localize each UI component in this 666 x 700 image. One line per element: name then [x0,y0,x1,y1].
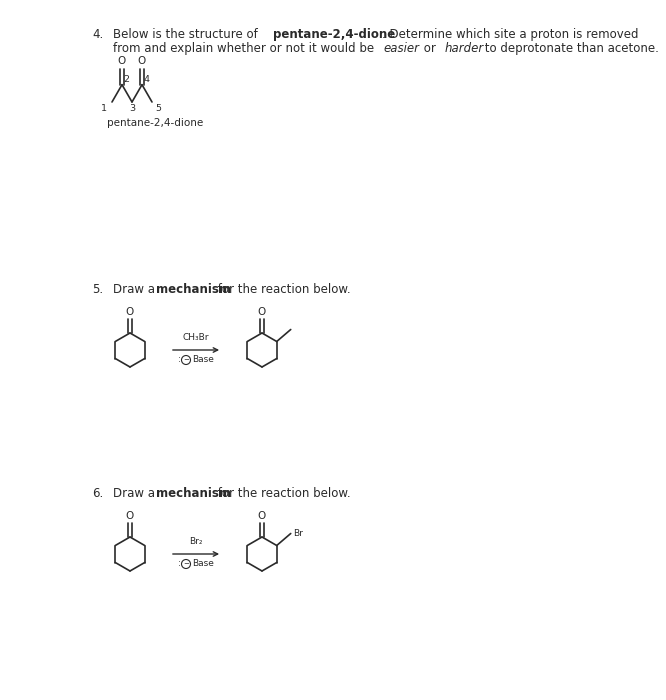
Text: O: O [258,511,266,521]
Text: Br: Br [293,529,302,538]
Text: easier: easier [383,42,419,55]
Text: for the reaction below.: for the reaction below. [214,487,350,500]
Text: −: − [183,357,189,363]
Text: or: or [420,42,440,55]
Text: 5.: 5. [92,283,103,296]
Text: :: : [178,559,180,568]
Text: mechanism: mechanism [156,283,231,296]
Text: harder: harder [444,42,484,55]
Text: Draw a: Draw a [113,283,159,296]
Text: . Determine which site a proton is removed: . Determine which site a proton is remov… [382,28,639,41]
Text: from and explain whether or not it would be: from and explain whether or not it would… [113,42,378,55]
Text: 6.: 6. [92,487,103,500]
Text: pentane-2,4-dione: pentane-2,4-dione [272,28,395,41]
Text: O: O [126,307,134,317]
Text: to deprotonate than acetone.: to deprotonate than acetone. [482,42,659,55]
Text: 3: 3 [129,104,135,113]
Text: 4: 4 [144,75,150,84]
Text: pentane-2,4-dione: pentane-2,4-dione [107,118,203,128]
Text: O: O [126,511,134,521]
Text: Below is the structure of: Below is the structure of [113,28,262,41]
Text: Br₂: Br₂ [189,537,202,546]
Text: :: : [178,356,180,365]
Text: mechanism: mechanism [156,487,231,500]
Text: Base: Base [192,559,214,568]
Text: Draw a: Draw a [113,487,159,500]
Text: 4.: 4. [92,28,103,41]
Text: 5: 5 [155,104,161,113]
Text: CH₃Br: CH₃Br [182,333,209,342]
Text: Base: Base [192,356,214,365]
Text: 1: 1 [101,104,107,113]
Text: −: − [183,561,189,567]
Text: O: O [258,307,266,317]
Text: O: O [138,56,146,66]
Text: 2: 2 [123,75,129,84]
Text: O: O [118,56,126,66]
Text: for the reaction below.: for the reaction below. [214,283,350,296]
